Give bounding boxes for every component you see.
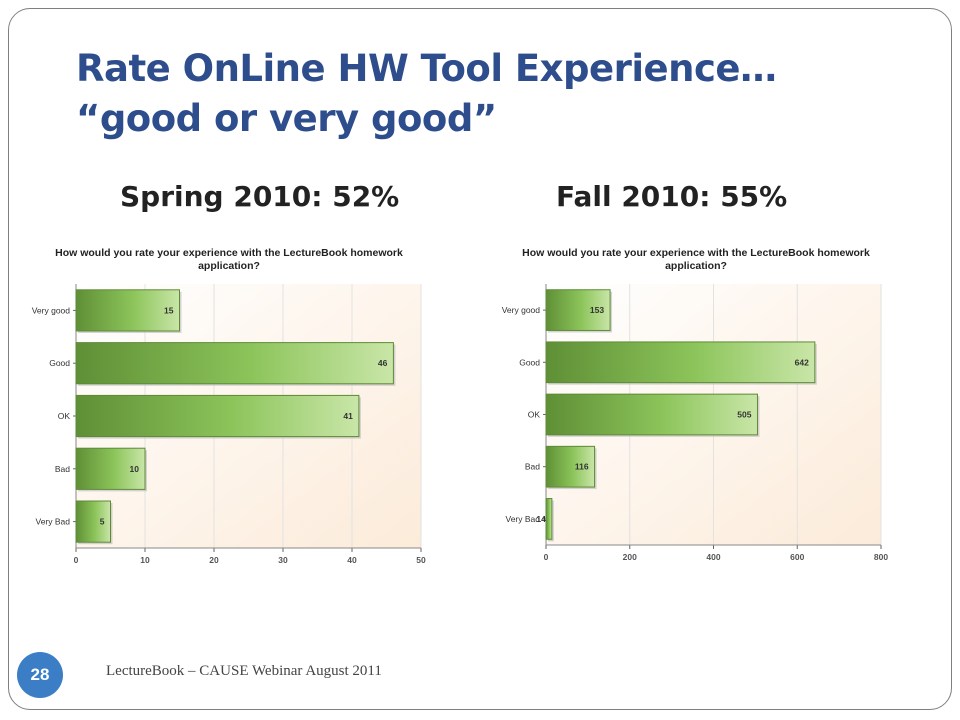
bar: [75, 289, 180, 332]
bar: [75, 447, 146, 490]
x-tick-label: 20: [209, 555, 219, 565]
chart-title-line-2: application?: [198, 260, 260, 272]
category-label: Bad: [55, 464, 70, 474]
x-tick-label: 600: [790, 552, 804, 562]
slide-title-line-1: Rate OnLine HW Tool Experience…: [76, 47, 777, 90]
category-label: Very Bad: [506, 514, 541, 524]
category-label: Very good: [32, 305, 71, 315]
category-label: Very good: [502, 305, 541, 315]
spring-chart: How would you rate your experience with …: [32, 247, 426, 565]
data-label: 46: [378, 358, 388, 368]
bar: [545, 289, 611, 331]
spring-heading: Spring 2010: 52%: [120, 180, 400, 213]
x-tick-label: 800: [874, 552, 888, 562]
data-label: 642: [795, 357, 809, 367]
data-label: 10: [130, 464, 140, 474]
bar: [545, 393, 758, 436]
bar: [75, 500, 111, 543]
page-number: 28: [30, 665, 50, 684]
data-label: 116: [575, 462, 589, 472]
category-label: Good: [49, 358, 70, 368]
category-label: Very Bad: [36, 517, 71, 527]
x-tick-label: 10: [140, 555, 150, 565]
x-tick-label: 200: [623, 552, 637, 562]
bar: [75, 394, 360, 438]
fall-chart: How would you rate your experience with …: [502, 247, 889, 562]
data-label: 15: [164, 305, 174, 315]
data-label: 5: [100, 517, 105, 527]
page-number-badge: 28: [17, 652, 63, 698]
data-label: 505: [737, 410, 751, 420]
fall-heading: Fall 2010: 55%: [556, 180, 788, 213]
x-tick-label: 40: [347, 555, 357, 565]
bar: [545, 445, 596, 488]
category-label: Bad: [525, 462, 540, 472]
chart-title-line-1: How would you rate your experience with …: [522, 247, 870, 259]
x-tick-label: 400: [706, 552, 720, 562]
category-label: OK: [58, 411, 71, 421]
chart-title-line-1: How would you rate your experience with …: [55, 247, 403, 259]
category-label: OK: [528, 410, 541, 420]
data-label: 14: [536, 514, 546, 524]
x-tick-label: 50: [416, 555, 426, 565]
footer-text: LectureBook – CAUSE Webinar August 2011: [106, 663, 382, 679]
x-tick-label: 0: [74, 555, 79, 565]
bar: [75, 342, 394, 385]
x-tick-label: 0: [544, 552, 549, 562]
chart-title-line-2: application?: [665, 260, 727, 272]
slide-title: Rate OnLine HW Tool Experience… “good or…: [76, 44, 777, 144]
slide-title-line-2: “good or very good”: [76, 97, 497, 140]
data-label: 41: [343, 411, 353, 421]
data-label: 153: [590, 305, 604, 315]
x-tick-label: 30: [278, 555, 288, 565]
category-label: Good: [519, 357, 540, 367]
bar: [545, 341, 816, 384]
bar: [545, 498, 553, 540]
